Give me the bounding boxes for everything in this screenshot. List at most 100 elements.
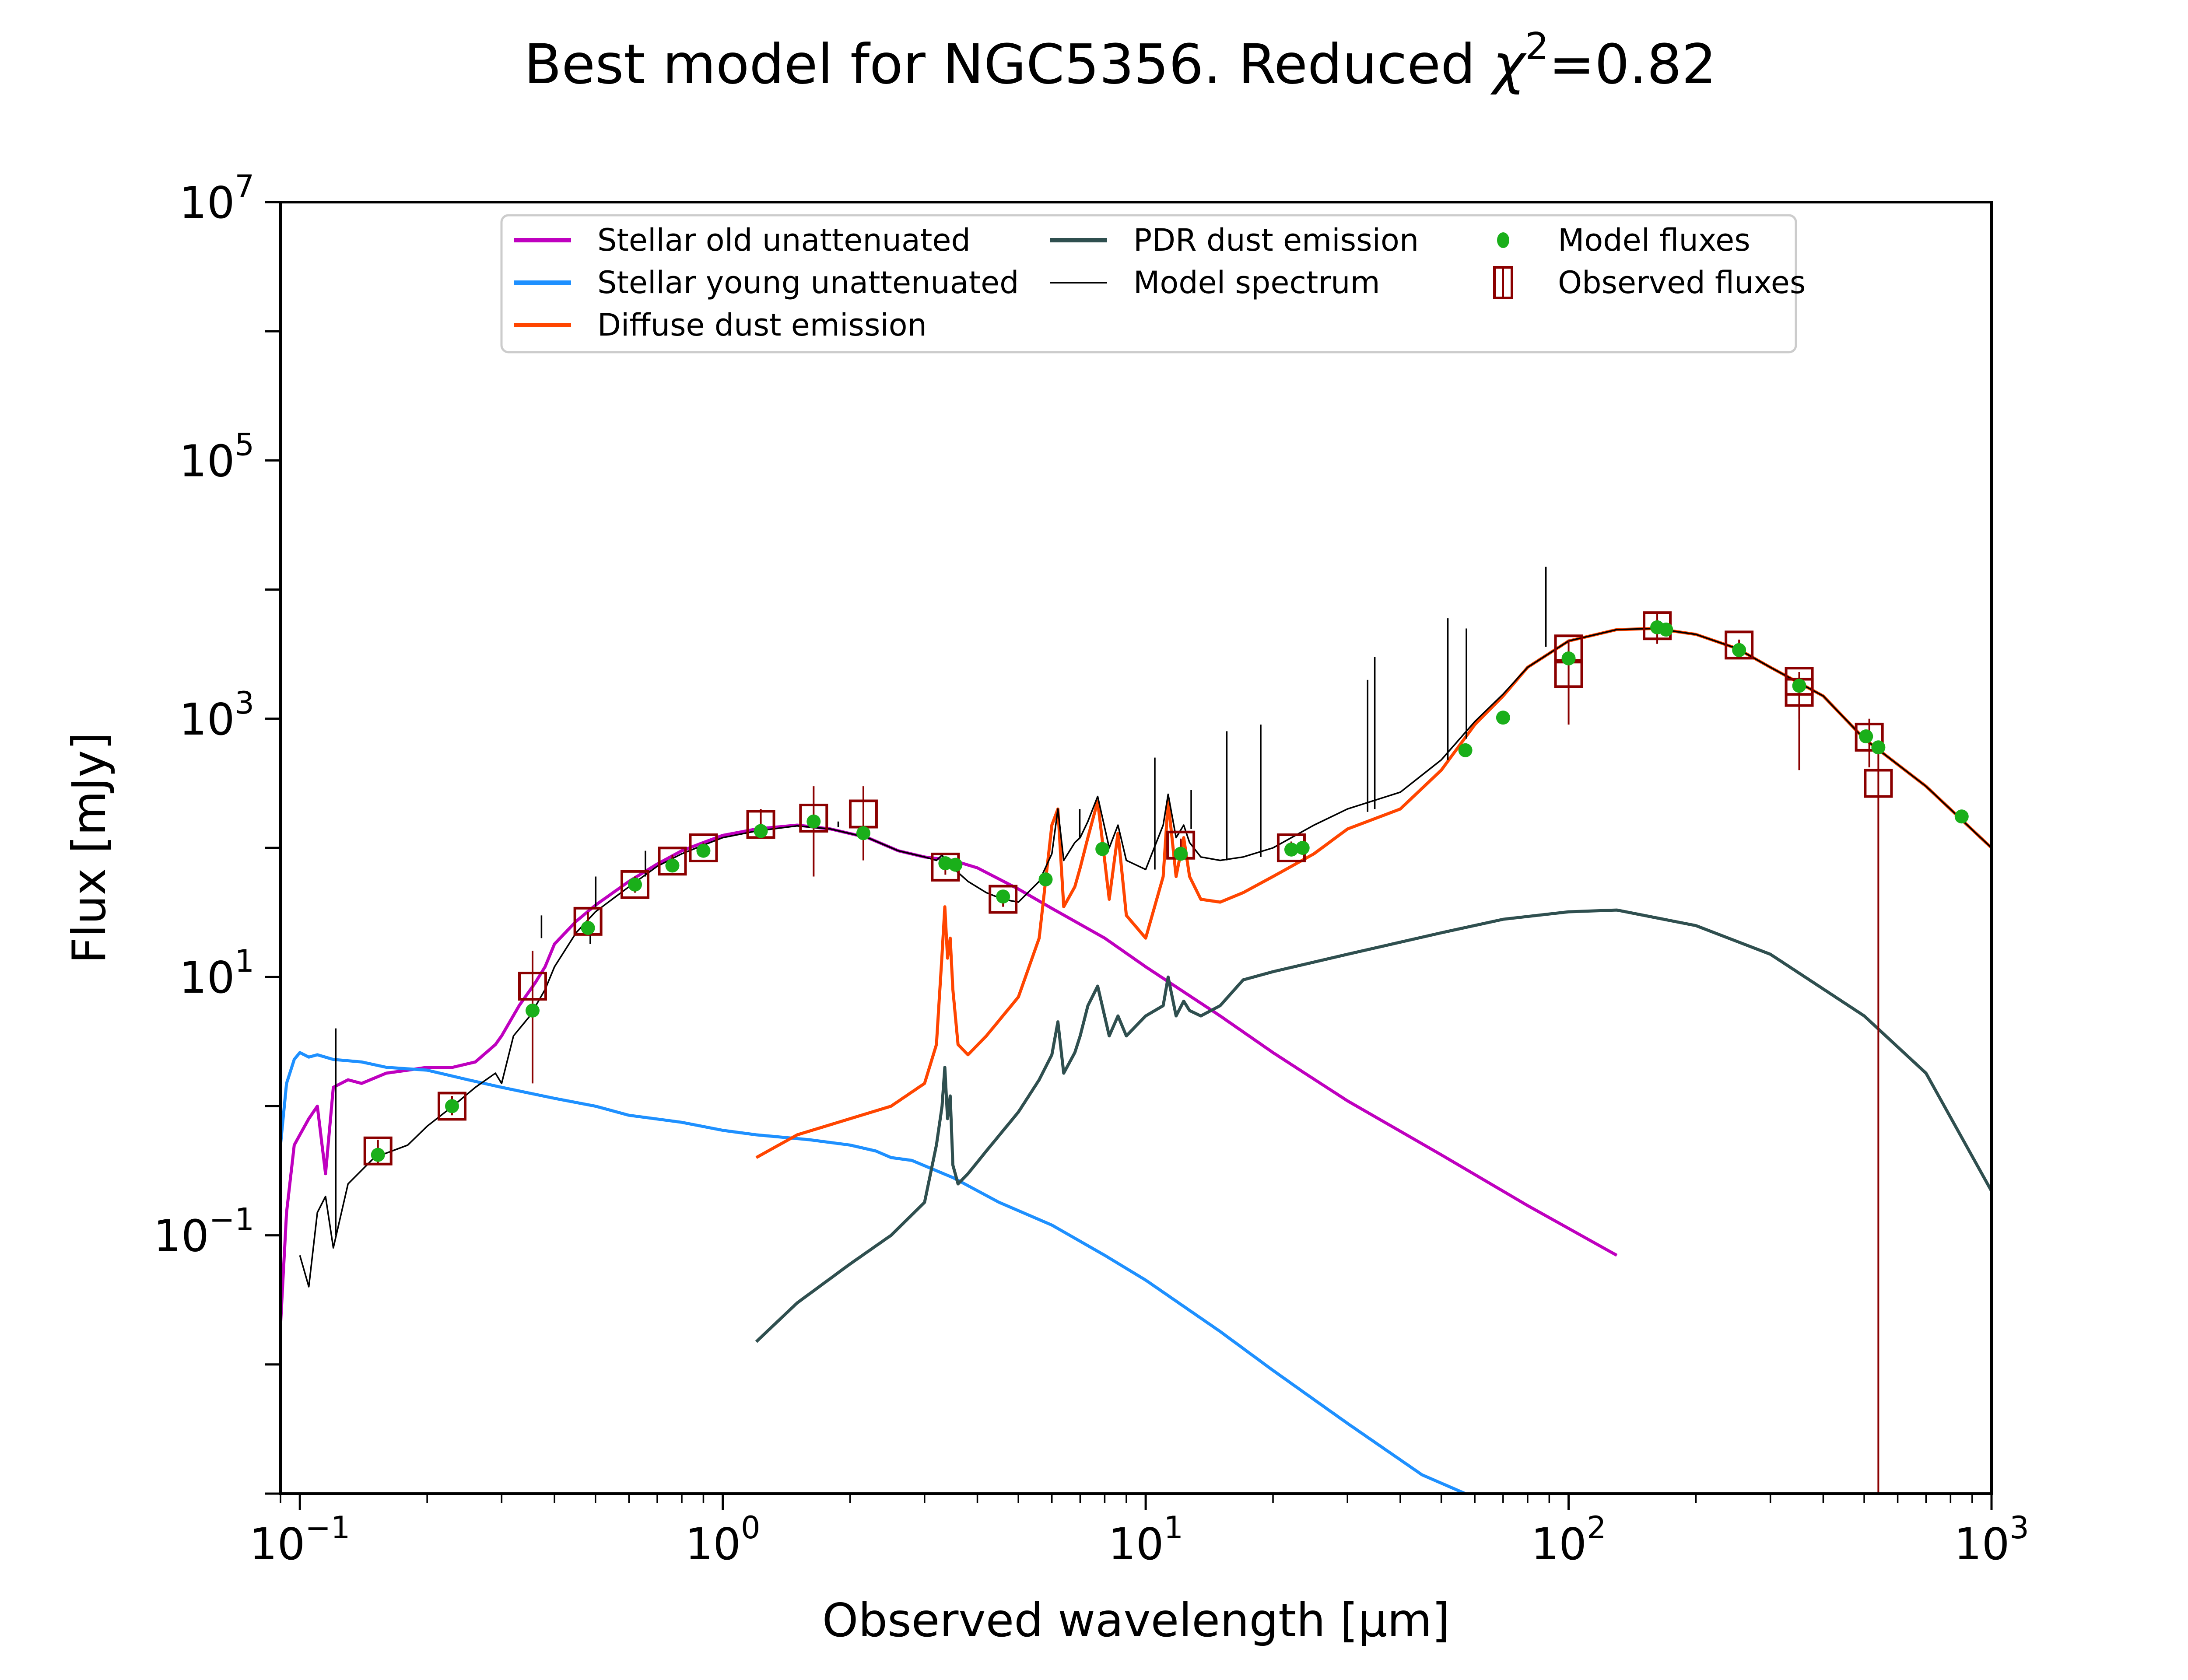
legend-item: Stellar old unattenuated: [514, 222, 971, 258]
x-tick-exp: 0: [741, 1510, 761, 1546]
model-flux-point: [1038, 872, 1053, 887]
observed-flux-point: [1855, 722, 1884, 752]
model-flux-point: [665, 858, 680, 873]
y-tick-base: 10: [179, 177, 235, 228]
y-tick-exp: 3: [235, 685, 254, 721]
observed-flux-point: [518, 972, 547, 1001]
x-tick-label: 102: [1531, 1510, 1606, 1570]
model-flux-point: [1458, 743, 1473, 757]
model-flux-point: [1095, 842, 1110, 856]
x-axis-label: Observed wavelength [μm]: [822, 1594, 1450, 1647]
y-tick-label: 105: [179, 427, 254, 486]
legend-label: Stellar old unattenuated: [597, 222, 971, 258]
model-flux-point: [948, 858, 963, 872]
x-tick-label: 100: [685, 1510, 761, 1570]
model-flux-point: [754, 824, 768, 838]
legend-swatch-dot: [1497, 232, 1509, 248]
x-tick-label: 103: [1954, 1510, 2029, 1570]
model-flux-point: [1871, 740, 1886, 755]
y-tick-base: 10: [179, 952, 235, 1003]
series-line-stellar-young-unattenuated: [281, 1051, 1466, 1494]
legend-label: Stellar young unattenuated: [597, 265, 1019, 301]
model-flux-point: [1284, 842, 1298, 857]
legend: Stellar old unattenuated Stellar young un…: [500, 214, 1806, 354]
x-tick-base: 10: [685, 1519, 741, 1570]
legend-label: Diffuse dust emission: [597, 307, 927, 343]
legend-label: Model spectrum: [1133, 265, 1380, 301]
legend-item: PDR dust emission: [1050, 222, 1419, 258]
y-tick-exp: 7: [235, 168, 254, 204]
observed-flux-point: [437, 1092, 466, 1121]
y-tick-exp: −1: [209, 1202, 254, 1238]
series-line-diffuse-dust-emission: [755, 627, 1992, 1159]
model-flux-point: [856, 826, 870, 840]
chart-title: Best model for NGC5356. Reduced χ2=0.82: [524, 25, 1717, 96]
series-line-pdr-dust-emission: [755, 908, 1992, 1343]
model-flux-point: [1792, 679, 1806, 693]
model-flux-point: [371, 1148, 385, 1162]
observed-flux-point: [621, 870, 650, 899]
model-flux-point: [1561, 651, 1576, 665]
y-tick-exp: 1: [235, 943, 254, 979]
chart-title-chi: χ: [1490, 33, 1527, 96]
legend-item: Diffuse dust emission: [514, 307, 927, 343]
legend-item: Model spectrum: [1050, 265, 1380, 301]
y-tick-exp: 5: [235, 427, 254, 462]
observed-fluxes-layer: [363, 611, 1893, 1494]
model-flux-point: [628, 877, 642, 892]
x-tick-exp: −1: [305, 1510, 350, 1546]
x-tick-exp: 1: [1164, 1510, 1183, 1546]
y-tick-label: 10−1: [154, 1202, 254, 1262]
model-flux-point: [696, 844, 711, 858]
x-tick-base: 10: [249, 1519, 305, 1570]
observed-flux-point: [363, 1136, 393, 1166]
legend-item: Stellar young unattenuated: [514, 265, 1019, 301]
y-tick-label: 107: [179, 168, 254, 228]
y-tick-base: 10: [154, 1211, 209, 1262]
observed-flux-point: [1725, 630, 1754, 660]
legend-box: [500, 214, 1797, 354]
model-flux-point: [1859, 729, 1873, 744]
legend-label: PDR dust emission: [1133, 222, 1419, 258]
legend-label: Model fluxes: [1558, 222, 1750, 258]
chart-title-suffix: =0.82: [1549, 33, 1716, 96]
model-flux-point: [445, 1099, 459, 1113]
observed-flux-point: [799, 803, 828, 833]
y-tick-base: 10: [179, 694, 235, 745]
series-line-stellar-old-unattenuated: [281, 823, 1618, 1326]
model-flux-point: [1732, 643, 1746, 657]
y-tick-base: 10: [179, 435, 235, 486]
x-tick-base: 10: [1954, 1519, 2009, 1570]
model-fluxes-layer: [371, 620, 1969, 1162]
y-tick-label: 101: [179, 943, 254, 1003]
series-layer: [281, 567, 1992, 1494]
x-tick-base: 10: [1531, 1519, 1587, 1570]
x-tick-exp: 2: [1587, 1510, 1606, 1546]
x-axis: 10−1 100 101 102 103: [249, 1494, 2029, 1570]
model-flux-point: [1295, 841, 1310, 855]
model-flux-point: [996, 889, 1010, 904]
y-tick-label: 103: [179, 685, 254, 745]
legend-item: Model fluxes: [1497, 222, 1750, 258]
model-flux-point: [1496, 710, 1510, 725]
plot-frame: [279, 201, 1993, 1495]
observed-flux-point: [989, 885, 1018, 914]
chart-title-prefix: Best model for NGC5356. Reduced: [524, 33, 1493, 96]
chart-title-sup: 2: [1525, 25, 1549, 68]
observed-flux-point: [689, 833, 718, 862]
y-axis-label: Flux [mJy]: [63, 732, 116, 964]
model-flux-point: [1174, 847, 1188, 861]
legend-item: Observed fluxes: [1493, 265, 1806, 301]
x-tick-exp: 3: [2009, 1510, 2029, 1546]
model-flux-point: [806, 814, 821, 829]
x-tick-label: 101: [1108, 1510, 1183, 1570]
model-flux-point: [1659, 623, 1673, 637]
observed-flux-point: [658, 847, 687, 876]
x-tick-label: 10−1: [249, 1510, 350, 1570]
model-flux-point: [525, 1003, 540, 1018]
x-tick-base: 10: [1108, 1519, 1164, 1570]
model-flux-point: [1954, 809, 1969, 824]
observed-flux-point: [1864, 769, 1893, 798]
